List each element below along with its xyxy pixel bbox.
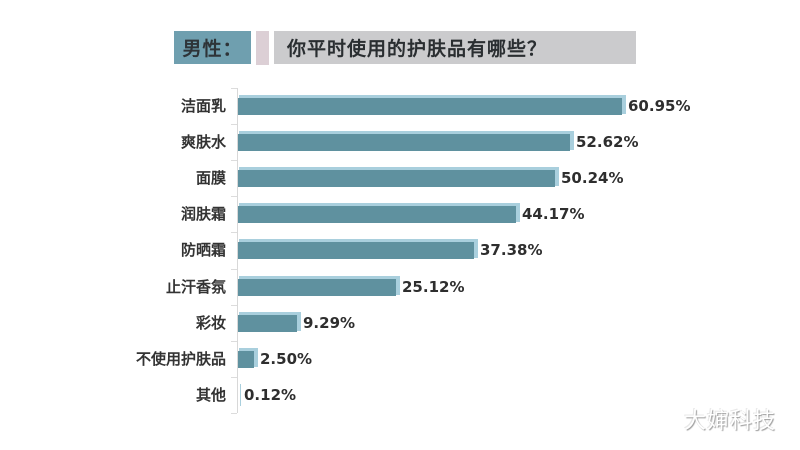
axis-tick xyxy=(231,232,237,233)
axis-tick xyxy=(231,305,237,306)
bar xyxy=(238,279,396,296)
axis-tick xyxy=(231,124,237,125)
bar-row: 其他 0.12% xyxy=(0,377,800,413)
value-label: 37.38% xyxy=(480,241,543,259)
bar-row: 爽肤水 52.62% xyxy=(0,124,800,160)
header-question: 你平时使用的护肤品有哪些？ xyxy=(274,31,636,64)
axis-tick xyxy=(231,269,237,270)
bar-row: 润肤霜 44.17% xyxy=(0,196,800,232)
bar-shadow xyxy=(240,384,241,406)
bar-row: 洁面乳 60.95% xyxy=(0,88,800,124)
value-label: 0.12% xyxy=(244,386,297,404)
category-label: 爽肤水 xyxy=(180,133,226,151)
axis-tick xyxy=(231,88,237,89)
value-label: 52.62% xyxy=(576,133,639,151)
axis-tick xyxy=(231,196,237,197)
bar xyxy=(238,242,474,259)
axis-tick xyxy=(231,160,237,161)
axis-tick xyxy=(231,341,237,342)
value-label: 60.95% xyxy=(628,97,691,115)
bar-row: 防晒霜 37.38% xyxy=(0,232,800,268)
category-label: 其他 xyxy=(195,386,226,404)
value-label: 9.29% xyxy=(303,314,356,332)
category-label: 洁面乳 xyxy=(180,97,226,115)
bar xyxy=(238,351,254,368)
bar xyxy=(238,387,239,404)
y-axis-line xyxy=(237,88,238,413)
value-label: 25.12% xyxy=(402,278,465,296)
bar xyxy=(238,206,516,223)
watermark: 大婶科技 xyxy=(684,409,777,434)
axis-tick xyxy=(231,413,237,414)
category-label: 不使用护肤品 xyxy=(135,350,226,368)
bar-row: 止汗香氛 25.12% xyxy=(0,269,800,305)
header-separator xyxy=(256,31,269,65)
bar xyxy=(238,315,297,332)
bar-row: 不使用护肤品 2.50% xyxy=(0,341,800,377)
axis-tick xyxy=(231,377,237,378)
category-label: 彩妆 xyxy=(195,314,226,332)
category-label: 润肤霜 xyxy=(180,205,226,223)
header-tag: 男性： xyxy=(174,31,251,64)
category-label: 面膜 xyxy=(195,169,226,187)
category-label: 止汗香氛 xyxy=(165,278,226,296)
category-label: 防晒霜 xyxy=(180,241,226,259)
bar xyxy=(238,170,555,187)
bar-row: 彩妆 9.29% xyxy=(0,305,800,341)
bar xyxy=(238,134,570,151)
value-label: 50.24% xyxy=(561,169,624,187)
bar-row: 面膜 50.24% xyxy=(0,160,800,196)
value-label: 44.17% xyxy=(522,205,585,223)
value-label: 2.50% xyxy=(260,350,313,368)
bar xyxy=(238,98,622,115)
